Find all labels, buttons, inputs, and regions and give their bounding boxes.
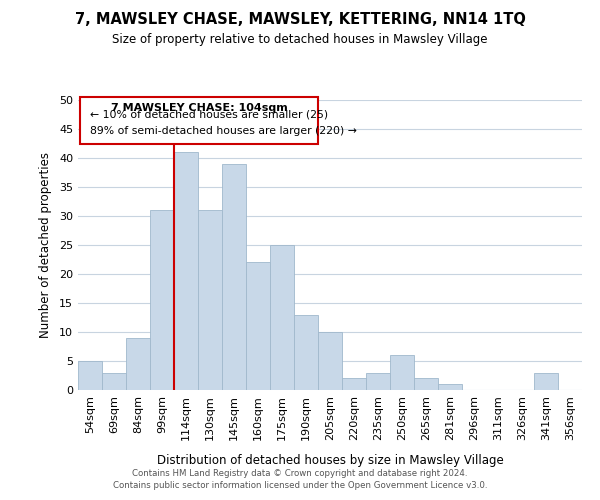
Bar <box>270 245 294 390</box>
Bar <box>342 378 366 390</box>
Bar <box>414 378 438 390</box>
Text: Contains HM Land Registry data © Crown copyright and database right 2024.: Contains HM Land Registry data © Crown c… <box>132 468 468 477</box>
Bar <box>390 355 414 390</box>
Bar <box>126 338 150 390</box>
Bar <box>174 152 198 390</box>
Text: Contains public sector information licensed under the Open Government Licence v3: Contains public sector information licen… <box>113 481 487 490</box>
Bar <box>222 164 246 390</box>
Bar <box>198 210 222 390</box>
Bar <box>366 372 390 390</box>
Bar <box>150 210 174 390</box>
Bar <box>78 361 102 390</box>
Bar <box>438 384 462 390</box>
Bar <box>318 332 342 390</box>
Bar <box>294 314 318 390</box>
Bar <box>534 372 558 390</box>
Text: Size of property relative to detached houses in Mawsley Village: Size of property relative to detached ho… <box>112 32 488 46</box>
FancyBboxPatch shape <box>80 97 318 144</box>
Text: ← 10% of detached houses are smaller (25): ← 10% of detached houses are smaller (25… <box>91 110 329 120</box>
Bar <box>246 262 270 390</box>
X-axis label: Distribution of detached houses by size in Mawsley Village: Distribution of detached houses by size … <box>157 454 503 467</box>
Bar <box>102 372 126 390</box>
Text: 7, MAWSLEY CHASE, MAWSLEY, KETTERING, NN14 1TQ: 7, MAWSLEY CHASE, MAWSLEY, KETTERING, NN… <box>74 12 526 28</box>
Text: 7 MAWSLEY CHASE: 104sqm: 7 MAWSLEY CHASE: 104sqm <box>111 103 287 113</box>
Text: 89% of semi-detached houses are larger (220) →: 89% of semi-detached houses are larger (… <box>91 126 358 136</box>
Y-axis label: Number of detached properties: Number of detached properties <box>39 152 52 338</box>
